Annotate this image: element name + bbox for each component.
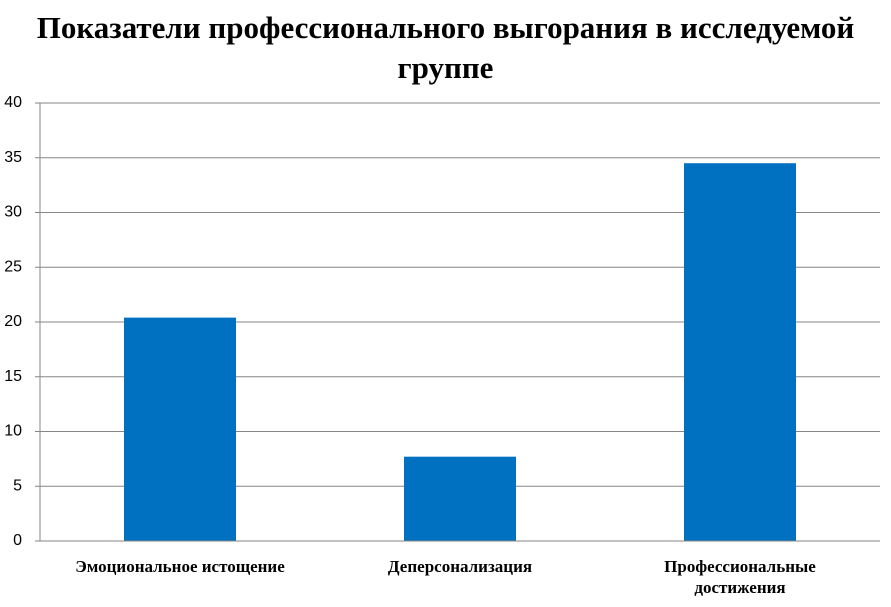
- bar: [404, 456, 516, 541]
- x-tick-label: Эмоциональное истощение: [75, 557, 285, 576]
- y-tick-label: 5: [13, 477, 22, 494]
- bar: [124, 317, 236, 541]
- y-tick-label: 25: [4, 258, 22, 275]
- y-tick-label: 20: [4, 313, 22, 330]
- y-tick-label: 35: [4, 149, 22, 166]
- y-tick-label: 0: [13, 532, 22, 549]
- y-tick-label: 40: [4, 94, 22, 111]
- bar: [684, 163, 796, 541]
- chart-title: Показатели профессионального выгорания в…: [36, 10, 855, 85]
- x-tick-label: Профессиональные достижения: [664, 557, 816, 597]
- y-tick-label: 10: [4, 423, 22, 440]
- y-tick-label: 15: [4, 368, 22, 385]
- y-tick-label: 30: [4, 204, 22, 221]
- x-tick-label: Деперсонализация: [387, 557, 533, 576]
